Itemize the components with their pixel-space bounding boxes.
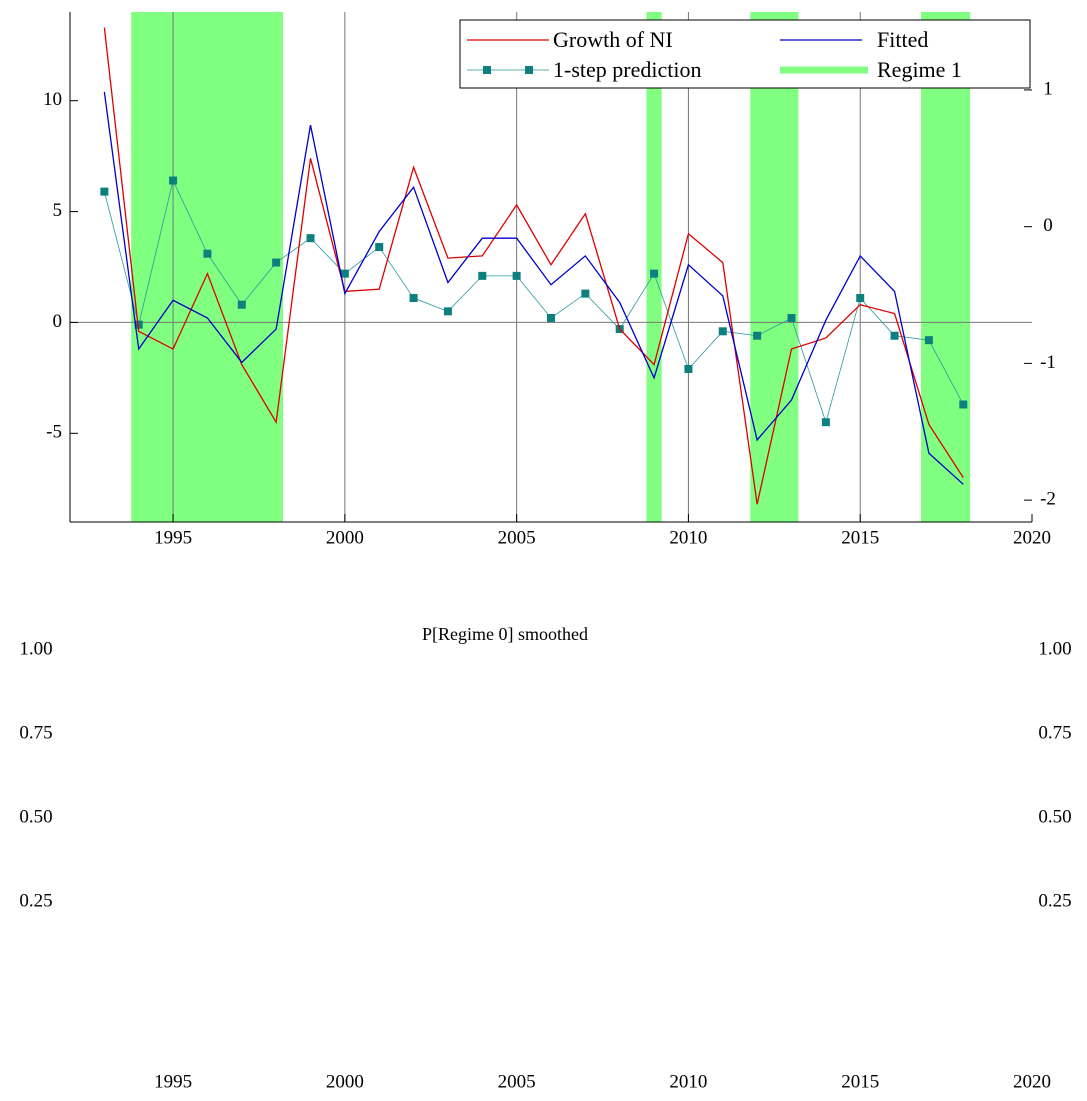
x-tick-label: 2010	[669, 1071, 707, 1092]
prediction-marker	[959, 400, 967, 408]
x-tick-label: 2005	[498, 1071, 536, 1092]
prediction-marker	[891, 332, 899, 340]
x-tick-label: 2015	[841, 527, 879, 548]
prediction-marker	[341, 270, 349, 278]
y2-tick-label: 0.75	[1038, 722, 1071, 743]
y2-tick-label: -1	[1040, 352, 1056, 373]
prediction-marker	[719, 327, 727, 335]
legend-label: Fitted	[877, 27, 928, 52]
prediction-marker	[307, 234, 315, 242]
legend-label: Regime 1	[877, 57, 962, 82]
legend-marker	[525, 66, 533, 74]
prediction-marker	[238, 301, 246, 309]
y-tick-label: 0.25	[19, 890, 52, 911]
y-tick-label: 1.00	[19, 638, 52, 659]
y2-tick-label: 0.50	[1038, 806, 1071, 827]
prediction-marker	[925, 336, 933, 344]
x-tick-label: 2000	[326, 527, 364, 548]
prediction-marker	[444, 307, 452, 315]
y2-tick-label: 0	[1043, 215, 1053, 236]
prediction-marker	[513, 272, 521, 280]
x-tick-label: 2020	[1013, 1071, 1051, 1092]
prediction-marker	[410, 294, 418, 302]
y-tick-label: 0.75	[19, 722, 52, 743]
y2-tick-label: 0.25	[1038, 890, 1071, 911]
prediction-marker	[547, 314, 555, 322]
prediction-marker	[684, 365, 692, 373]
panel-title: P[Regime 0] smoothed	[422, 624, 588, 644]
legend-marker	[483, 66, 491, 74]
x-tick-label: 1995	[154, 1071, 192, 1092]
prediction-marker	[478, 272, 486, 280]
prediction-marker	[100, 188, 108, 196]
prediction-marker	[169, 177, 177, 185]
y2-tick-label: -2	[1040, 488, 1056, 509]
y2-tick-label: 1	[1043, 78, 1053, 99]
prediction-marker	[375, 243, 383, 251]
y-tick-label: 5	[53, 200, 63, 221]
x-tick-label: 2020	[1013, 527, 1051, 548]
prediction-marker	[203, 250, 211, 258]
x-tick-label: 2010	[669, 527, 707, 548]
x-tick-label: 2005	[498, 527, 536, 548]
prediction-marker	[650, 270, 658, 278]
y-tick-label: -5	[46, 422, 62, 443]
legend-label: Growth of NI	[553, 27, 673, 52]
x-tick-label: 2015	[841, 1071, 879, 1092]
prediction-marker	[822, 418, 830, 426]
chart: P[Regime 0] smoothed 1995 2000 2005 2010 201…	[0, 0, 1087, 1101]
prediction-marker	[272, 259, 280, 267]
y-tick-label: 0	[53, 311, 63, 332]
prediction-marker	[788, 314, 796, 322]
legend-label: 1-step prediction	[553, 57, 701, 82]
x-tick-label: 1995	[154, 527, 192, 548]
x-tick-label: 2000	[326, 1071, 364, 1092]
y-tick-label: 10	[43, 89, 62, 110]
regime-band	[131, 12, 283, 522]
prediction-marker	[581, 290, 589, 298]
prediction-marker	[753, 332, 761, 340]
prediction-marker	[856, 294, 864, 302]
y2-tick-label: 1.00	[1038, 638, 1071, 659]
y-tick-label: 0.50	[19, 806, 52, 827]
